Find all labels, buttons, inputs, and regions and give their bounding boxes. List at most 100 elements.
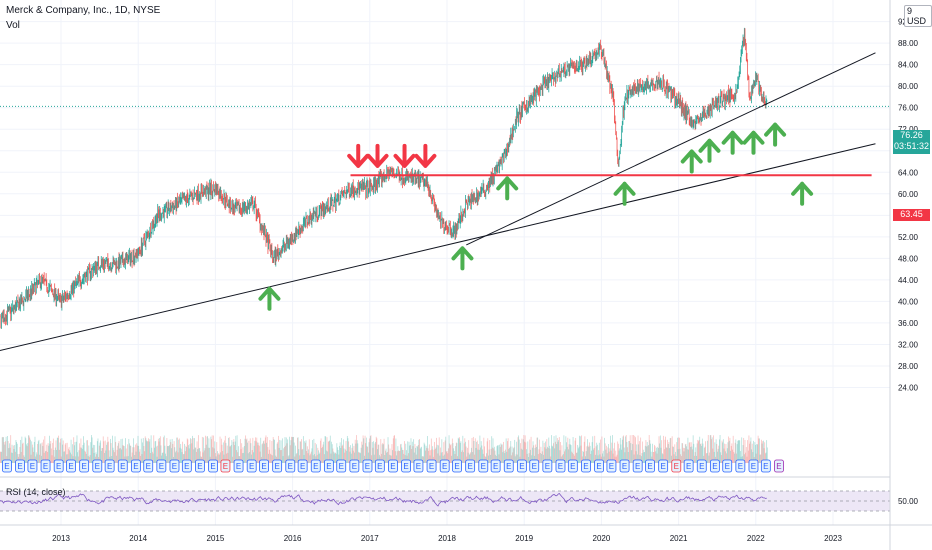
volume-bar — [554, 441, 556, 463]
volume-bar — [634, 435, 636, 463]
volume-bar — [168, 446, 170, 463]
earnings-marker-label: E — [172, 462, 177, 471]
volume-bar — [113, 450, 115, 463]
volume-bar — [31, 441, 33, 463]
volume-bar — [220, 438, 222, 463]
volume-bar — [656, 447, 657, 463]
volume-bar — [117, 445, 119, 463]
volume-bar — [76, 435, 78, 463]
volume-bar — [31, 444, 33, 463]
volume-bar — [698, 440, 700, 463]
volume-bar — [84, 450, 86, 463]
volume-bar — [640, 456, 642, 463]
earnings-marker — [594, 459, 604, 473]
earnings-marker-label: E — [763, 462, 768, 471]
volume-bar — [514, 456, 516, 463]
volume-bar — [573, 455, 575, 463]
volume-bar — [104, 452, 105, 463]
volume-bar — [627, 447, 628, 463]
volume-bar — [34, 436, 36, 463]
volume-bar — [287, 439, 289, 463]
volume-bar — [419, 448, 421, 463]
volume-bar — [166, 437, 168, 463]
earnings-marker — [53, 459, 64, 473]
volume-bar — [320, 440, 321, 463]
volume-bar — [301, 449, 303, 463]
volume-bar — [370, 435, 372, 463]
volume-bar — [277, 442, 279, 463]
earnings-marker-label: E — [326, 462, 331, 471]
volume-bar — [110, 443, 112, 463]
volume-bar — [243, 452, 245, 463]
earnings-marker — [671, 459, 682, 473]
volume-bar — [396, 455, 397, 463]
volume-bar — [396, 451, 398, 463]
volume-bar — [698, 441, 699, 463]
volume-bar — [269, 440, 271, 463]
earnings-marker — [542, 459, 553, 473]
volume-bar — [150, 435, 152, 463]
volume-bar — [16, 442, 18, 463]
volume-bar — [368, 442, 370, 463]
earnings-marker — [567, 459, 578, 473]
currency-button[interactable]: 9 USD — [904, 5, 932, 27]
volume-bar — [178, 439, 180, 463]
volume-bar — [367, 452, 369, 463]
volume-bar — [530, 449, 531, 463]
volume-bar — [763, 448, 765, 463]
volume-bar — [600, 439, 602, 463]
volume-bar — [292, 436, 294, 463]
volume-bar — [509, 446, 511, 463]
volume-bar — [541, 453, 542, 463]
volume-bar — [436, 437, 437, 463]
volume-bar — [526, 453, 528, 463]
volume-bar — [173, 441, 175, 463]
volume-bar — [184, 443, 185, 463]
volume-bar — [33, 451, 35, 463]
volume-bar — [14, 451, 16, 463]
volume-bar — [165, 456, 167, 463]
volume-bar — [361, 441, 363, 463]
volume-bar — [354, 439, 356, 463]
earnings-marker-label: E — [159, 462, 164, 471]
volume-bar — [326, 437, 328, 463]
volume-bar — [606, 453, 608, 463]
volume-bar — [501, 444, 503, 463]
earnings-marker — [760, 459, 771, 473]
volume-bar — [352, 450, 354, 463]
volume-bar — [64, 451, 65, 463]
volume-bar — [442, 455, 444, 463]
volume-bar — [461, 451, 462, 463]
earnings-marker — [246, 459, 257, 473]
earnings-marker-label: E — [184, 462, 189, 471]
volume-bar — [126, 456, 128, 463]
volume-bar — [155, 440, 157, 463]
volume-bar — [764, 453, 766, 463]
volume-bar — [162, 452, 164, 463]
volume-bar — [577, 444, 579, 463]
volume-bar — [63, 451, 65, 463]
earnings-marker — [349, 459, 360, 473]
volume-bar — [344, 449, 346, 463]
volume-bar — [383, 444, 384, 463]
volume-bar — [213, 435, 214, 463]
volume-bar — [295, 454, 297, 463]
volume-bar — [566, 446, 568, 463]
volume-bar — [452, 443, 454, 463]
volume-bar — [388, 454, 390, 463]
volume-bar — [650, 443, 651, 463]
drawn-lines — [0, 52, 876, 352]
volume-bar — [512, 448, 514, 463]
volume-bar — [141, 454, 143, 463]
volume-bar — [679, 448, 681, 463]
volume-bar — [598, 450, 600, 463]
volume-bar — [119, 448, 121, 463]
volume-bar — [265, 435, 267, 463]
volume-bar — [407, 441, 409, 463]
volume-bar — [244, 438, 246, 463]
volume-bar — [377, 444, 379, 463]
volume-bar — [36, 454, 38, 463]
volume-bar — [54, 456, 56, 463]
volume-bar — [235, 435, 237, 463]
volume-bar — [409, 445, 411, 463]
